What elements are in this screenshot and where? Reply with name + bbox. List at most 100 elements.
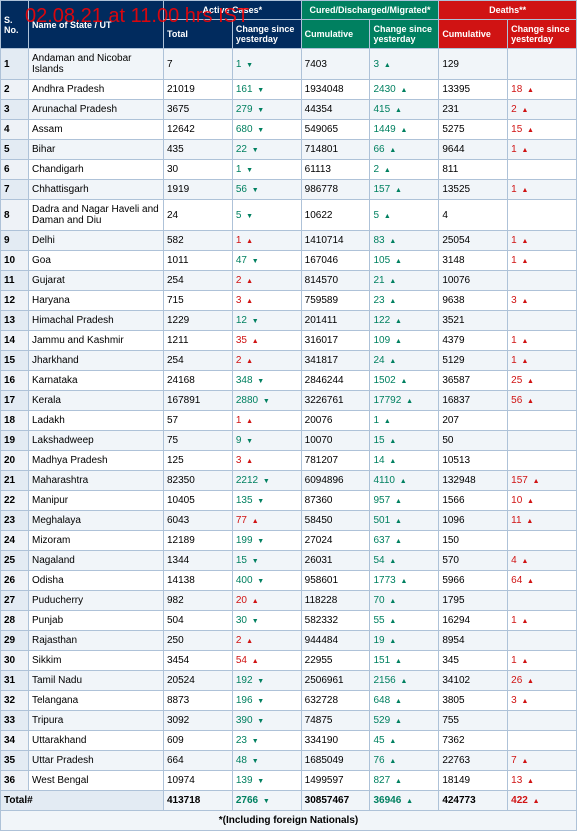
table-row: 12Haryana7153 75958923 96383 (1, 291, 577, 311)
cell-death-cum: 1795 (439, 591, 508, 611)
table-row: 18Ladakh571 200761 207 (1, 411, 577, 431)
cell-death-change (508, 531, 577, 551)
cell-active-change: 3 (232, 451, 301, 471)
cell-death-change: 25 (508, 371, 577, 391)
cell-sno: 34 (1, 731, 29, 751)
cell-cured-cum: 944484 (301, 631, 370, 651)
cell-death-cum: 3521 (439, 311, 508, 331)
table-row: 30Sikkim345454 22955151 3451 (1, 651, 577, 671)
group-cured: Cured/Discharged/Migrated* (301, 1, 439, 20)
cell-cured-change: 2 (370, 160, 439, 180)
cell-name: Uttar Pradesh (29, 751, 164, 771)
cell-active-total: 7 (164, 49, 233, 80)
cell-cured-change: 70 (370, 591, 439, 611)
cell-active-total: 1344 (164, 551, 233, 571)
cell-cured-cum: 714801 (301, 140, 370, 160)
table-row: 22Manipur10405135 87360957 156610 (1, 491, 577, 511)
cell-sno: 11 (1, 271, 29, 291)
cell-active-total: 609 (164, 731, 233, 751)
cell-active-total: 10974 (164, 771, 233, 791)
total-row: Total#4137182766 3085746736946 424773422 (1, 791, 577, 811)
cell-sno: 21 (1, 471, 29, 491)
cell-cured-change: 21 (370, 271, 439, 291)
cell-death-cum: 9638 (439, 291, 508, 311)
cell-active-change: 400 (232, 571, 301, 591)
cell-cured-cum: 87360 (301, 491, 370, 511)
cell-cured-change: 15 (370, 431, 439, 451)
cell-death-cum: 4379 (439, 331, 508, 351)
table-row: 8Dadra and Nagar Haveli and Daman and Di… (1, 200, 577, 231)
table-row: 7Chhattisgarh191956 986778157 135251 (1, 180, 577, 200)
cell-name: Assam (29, 120, 164, 140)
table-row: 19Lakshadweep759 1007015 50 (1, 431, 577, 451)
cell-name: Ladakh (29, 411, 164, 431)
cell-death-change: 7 (508, 751, 577, 771)
cell-active-total: 12189 (164, 531, 233, 551)
cell-total-cured-chg: 36946 (370, 791, 439, 811)
cell-cured-cum: 1934048 (301, 80, 370, 100)
cell-active-change: 1 (232, 160, 301, 180)
cell-name: Jharkhand (29, 351, 164, 371)
cell-death-cum: 5129 (439, 351, 508, 371)
cell-active-total: 8873 (164, 691, 233, 711)
cell-sno: 9 (1, 231, 29, 251)
cell-cured-change: 3 (370, 49, 439, 80)
cell-death-change (508, 431, 577, 451)
table-row: 35Uttar Pradesh66448 168504976 227637 (1, 751, 577, 771)
cell-sno: 17 (1, 391, 29, 411)
cell-sno: 30 (1, 651, 29, 671)
cell-death-change (508, 49, 577, 80)
col-death-cum: Cumulative (439, 20, 508, 49)
cell-active-change: 135 (232, 491, 301, 511)
table-row: 20Madhya Pradesh1253 78120714 10513 (1, 451, 577, 471)
col-name: Name of State / UT (29, 1, 164, 49)
cell-name: Uttarakhand (29, 731, 164, 751)
cell-death-change: 4 (508, 551, 577, 571)
table-row: 13Himachal Pradesh122912 201411122 3521 (1, 311, 577, 331)
cell-name: Punjab (29, 611, 164, 631)
cell-sno: 13 (1, 311, 29, 331)
cell-sno: 27 (1, 591, 29, 611)
table-row: 9Delhi5821 141071483 250541 (1, 231, 577, 251)
cell-total-label: Total# (1, 791, 164, 811)
cell-name: Tripura (29, 711, 164, 731)
cell-sno: 26 (1, 571, 29, 591)
cell-name: Madhya Pradesh (29, 451, 164, 471)
table-row: 23Meghalaya604377 58450501 109611 (1, 511, 577, 531)
cell-active-total: 24 (164, 200, 233, 231)
cell-sno: 23 (1, 511, 29, 531)
cell-cured-change: 19 (370, 631, 439, 651)
cell-active-total: 1211 (164, 331, 233, 351)
cell-death-cum: 13395 (439, 80, 508, 100)
cell-cured-change: 157 (370, 180, 439, 200)
cell-active-change: 2 (232, 351, 301, 371)
cell-active-change: 15 (232, 551, 301, 571)
cell-active-change: 348 (232, 371, 301, 391)
cell-death-cum: 10076 (439, 271, 508, 291)
cell-death-cum: 811 (439, 160, 508, 180)
cell-cured-cum: 27024 (301, 531, 370, 551)
cell-active-change: 192 (232, 671, 301, 691)
cell-active-total: 30 (164, 160, 233, 180)
cell-name: Rajasthan (29, 631, 164, 651)
cell-active-change: 20 (232, 591, 301, 611)
cell-death-cum: 129 (439, 49, 508, 80)
table-row: 29Rajasthan2502 94448419 8954 (1, 631, 577, 651)
table-row: 11Gujarat2542 81457021 10076 (1, 271, 577, 291)
cell-name: Dadra and Nagar Haveli and Daman and Diu (29, 200, 164, 231)
cell-total-active: 413718 (164, 791, 233, 811)
cell-sno: 36 (1, 771, 29, 791)
cell-sno: 4 (1, 120, 29, 140)
cell-death-change: 64 (508, 571, 577, 591)
table-row: 21Maharashtra823502212 60948964110 13294… (1, 471, 577, 491)
cell-cured-change: 5 (370, 200, 439, 231)
cell-active-change: 54 (232, 651, 301, 671)
table-row: 2Andhra Pradesh21019161 19340482430 1339… (1, 80, 577, 100)
cell-sno: 16 (1, 371, 29, 391)
cell-death-change (508, 711, 577, 731)
cell-cured-cum: 7403 (301, 49, 370, 80)
cell-name: Himachal Pradesh (29, 311, 164, 331)
cell-death-cum: 570 (439, 551, 508, 571)
cell-cured-change: 4110 (370, 471, 439, 491)
cell-death-cum: 18149 (439, 771, 508, 791)
